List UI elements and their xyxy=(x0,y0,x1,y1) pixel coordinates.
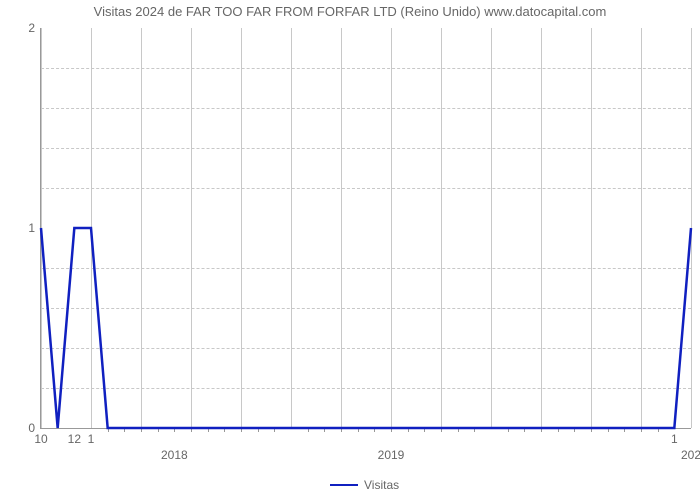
visits-chart: Visitas 2024 de FAR TOO FAR FROM FORFAR … xyxy=(0,0,700,500)
x-year-label: 2018 xyxy=(161,428,188,462)
gridline-vertical xyxy=(691,28,692,428)
plot-area: 01210121120182019202 xyxy=(40,28,691,429)
legend-swatch xyxy=(330,484,358,486)
y-tick-label: 1 xyxy=(28,221,41,235)
chart-title: Visitas 2024 de FAR TOO FAR FROM FORFAR … xyxy=(0,4,700,19)
x-year-label: 2019 xyxy=(378,428,405,462)
y-tick-label: 2 xyxy=(28,21,41,35)
x-year-label: 202 xyxy=(681,428,700,462)
line-series xyxy=(41,28,691,428)
x-tick-label: 10 xyxy=(34,428,47,446)
legend-label: Visitas xyxy=(364,478,399,492)
x-tick-label: 12 xyxy=(68,428,81,446)
legend: Visitas xyxy=(330,478,399,492)
x-tick-label: 1 xyxy=(88,428,95,446)
x-tick-label: 1 xyxy=(671,428,678,446)
